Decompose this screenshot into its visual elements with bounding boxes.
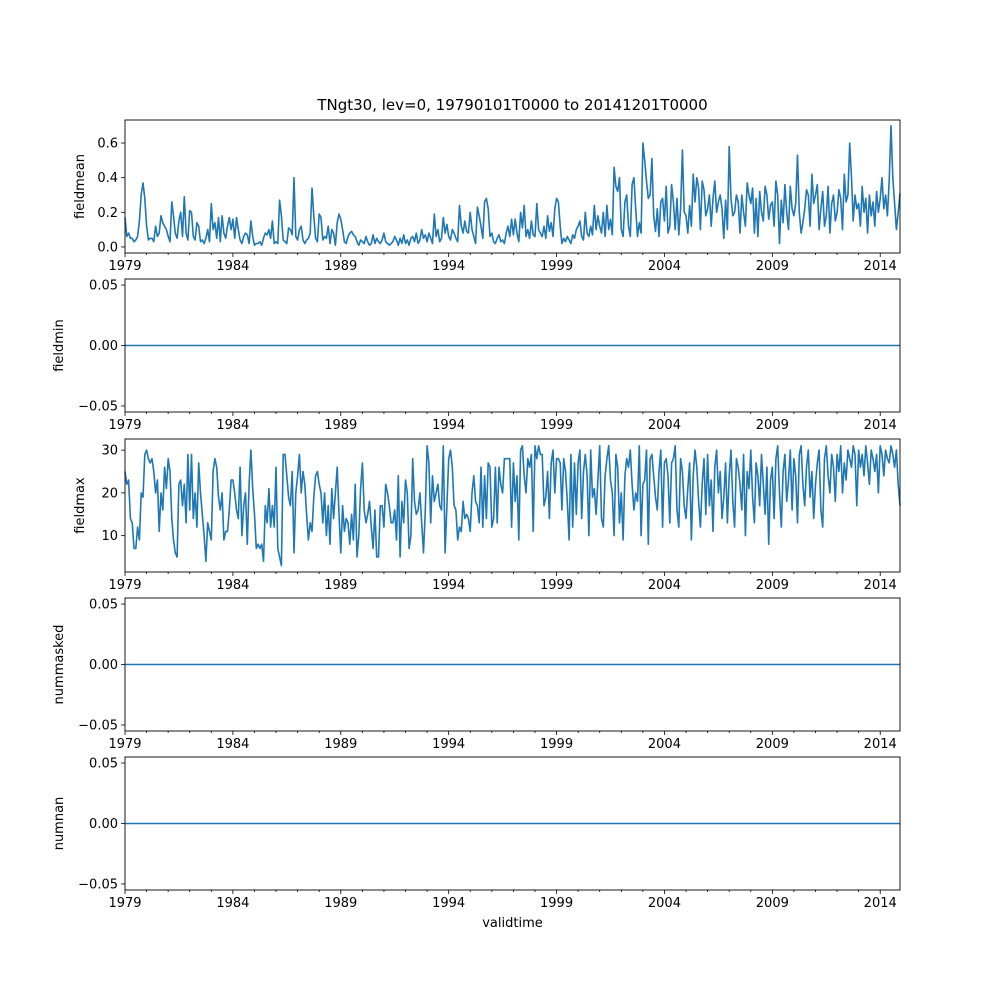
y-axis-label-nummasked: nummasked bbox=[52, 625, 67, 705]
series-line-fieldmean bbox=[124, 124, 901, 246]
x-tick-label: 2004 bbox=[648, 259, 681, 274]
x-tick-label: 1994 bbox=[432, 578, 465, 593]
y-tick-label: 0.05 bbox=[89, 598, 118, 613]
y-tick-label: 20 bbox=[101, 486, 118, 501]
x-tick-label: 1984 bbox=[216, 259, 249, 274]
x-tick-label: 1989 bbox=[324, 578, 357, 593]
y-axis-label-fieldmean: fieldmean bbox=[73, 154, 88, 219]
y-tick-label: 0.05 bbox=[89, 757, 118, 772]
x-tick-label: 1979 bbox=[108, 896, 141, 911]
x-tick-label: 1979 bbox=[108, 418, 141, 433]
x-tick-label: 1989 bbox=[324, 896, 357, 911]
y-tick-label: 0.6 bbox=[97, 137, 118, 152]
y-axis-label-fieldmax: fieldmax bbox=[73, 477, 88, 534]
x-tick-label: 1989 bbox=[324, 737, 357, 752]
series-line-fieldmax bbox=[124, 444, 901, 567]
x-tick-label: 2014 bbox=[864, 896, 897, 911]
y-tick-label: −0.05 bbox=[78, 718, 118, 733]
y-axis-label-numnan: numnan bbox=[52, 797, 67, 851]
plot-frame bbox=[124, 438, 901, 573]
x-tick-label: 1979 bbox=[108, 578, 141, 593]
x-axis-label: validtime bbox=[482, 916, 543, 931]
x-tick-label: 1989 bbox=[324, 259, 357, 274]
x-tick-label: 2004 bbox=[648, 578, 681, 593]
chart-title: TNgt30, lev=0, 19790101T0000 to 20141201… bbox=[317, 96, 708, 114]
x-tick-label: 2004 bbox=[648, 737, 681, 752]
x-tick-label: 1999 bbox=[540, 737, 573, 752]
x-tick-label: 2009 bbox=[756, 418, 789, 433]
x-tick-label: 1984 bbox=[216, 578, 249, 593]
y-tick-label: 0.00 bbox=[89, 817, 118, 832]
y-tick-label: 0.2 bbox=[97, 206, 118, 221]
y-tick-label: 0.00 bbox=[89, 339, 118, 354]
y-axis-label-fieldmin: fieldmin bbox=[52, 319, 67, 372]
plot-frame bbox=[124, 119, 901, 254]
x-tick-label: 1979 bbox=[108, 259, 141, 274]
x-tick-label: 1989 bbox=[324, 418, 357, 433]
x-tick-label: 2009 bbox=[756, 896, 789, 911]
x-tick-label: 1999 bbox=[540, 578, 573, 593]
y-tick-label: 0.05 bbox=[89, 279, 118, 294]
x-tick-label: 1994 bbox=[432, 737, 465, 752]
x-tick-label: 2009 bbox=[756, 578, 789, 593]
x-tick-label: 1999 bbox=[540, 896, 573, 911]
x-tick-label: 2004 bbox=[648, 896, 681, 911]
x-tick-label: 1999 bbox=[540, 418, 573, 433]
y-tick-label: −0.05 bbox=[78, 399, 118, 414]
y-tick-label: 30 bbox=[101, 444, 118, 459]
x-tick-label: 1999 bbox=[540, 259, 573, 274]
x-tick-label: 1994 bbox=[432, 418, 465, 433]
x-tick-label: 2014 bbox=[864, 737, 897, 752]
x-tick-label: 2014 bbox=[864, 259, 897, 274]
y-tick-label: −0.05 bbox=[78, 877, 118, 892]
x-tick-label: 1984 bbox=[216, 896, 249, 911]
x-tick-label: 2009 bbox=[756, 737, 789, 752]
y-tick-label: 0.4 bbox=[97, 171, 118, 186]
x-tick-label: 2014 bbox=[864, 418, 897, 433]
y-tick-label: 10 bbox=[101, 529, 118, 544]
x-tick-label: 2014 bbox=[864, 578, 897, 593]
x-tick-label: 1979 bbox=[108, 737, 141, 752]
x-tick-label: 2009 bbox=[756, 259, 789, 274]
x-tick-label: 1994 bbox=[432, 259, 465, 274]
x-tick-label: 1984 bbox=[216, 737, 249, 752]
y-tick-label: 0.00 bbox=[89, 658, 118, 673]
x-tick-label: 2004 bbox=[648, 418, 681, 433]
x-tick-label: 1994 bbox=[432, 896, 465, 911]
y-tick-label: 0.0 bbox=[97, 240, 118, 255]
x-tick-label: 1984 bbox=[216, 418, 249, 433]
